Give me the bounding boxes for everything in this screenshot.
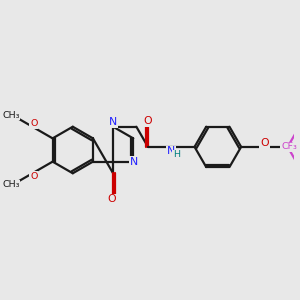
Text: O: O — [144, 116, 152, 126]
Text: O: O — [30, 119, 38, 128]
Text: CF₃: CF₃ — [281, 142, 297, 152]
Text: O: O — [260, 139, 269, 148]
Text: N: N — [167, 146, 176, 156]
Text: H: H — [173, 150, 180, 159]
Text: CH₃: CH₃ — [2, 180, 20, 189]
Text: O: O — [30, 172, 38, 181]
Text: O: O — [107, 194, 116, 204]
Text: CH₃: CH₃ — [2, 111, 20, 120]
Text: N: N — [130, 157, 138, 166]
Text: N: N — [109, 118, 117, 128]
